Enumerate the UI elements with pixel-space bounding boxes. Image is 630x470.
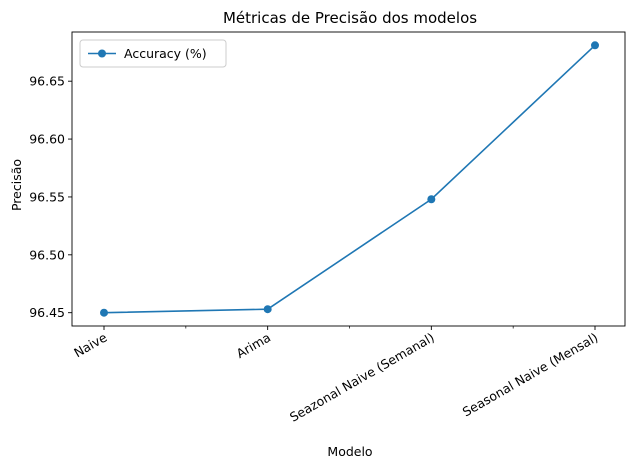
legend: Accuracy (%) [79, 39, 227, 68]
y-axis-ticks: 96.45 96.50 96.55 96.60 96.65 [29, 74, 72, 320]
x-tick-label: Seasonal Naive (Mensal) [460, 330, 601, 420]
axes [71, 31, 626, 327]
data-point [591, 41, 599, 50]
y-tick-label: 96.60 [29, 132, 65, 147]
legend-marker [98, 49, 106, 58]
x-tick-label: Arima [234, 330, 274, 361]
y-tick-label: 96.50 [29, 247, 65, 262]
y-axis-title: Precisão [9, 159, 24, 211]
data-point [100, 308, 108, 317]
series-layer [100, 41, 599, 317]
x-axis-title: Modelo [327, 444, 372, 459]
x-axis-ticks: Naive Arima Seazonal Naive (Semanal) Season… [71, 326, 601, 425]
data-point [427, 195, 436, 204]
chart-title: Métricas de Precisão dos modelos [223, 9, 477, 27]
y-tick-label: 96.45 [29, 305, 65, 320]
x-tick-label: Naive [71, 329, 110, 360]
data-point [263, 305, 272, 314]
legend-box [79, 39, 227, 68]
series-line [103, 44, 596, 314]
y-tick-label: 96.55 [29, 189, 65, 204]
x-tick-label: Seazonal Naive (Semanal) [287, 330, 437, 425]
y-tick-label: 96.65 [29, 74, 65, 89]
legend-label: Accuracy (%) [124, 46, 207, 61]
plot-frame [71, 31, 626, 327]
